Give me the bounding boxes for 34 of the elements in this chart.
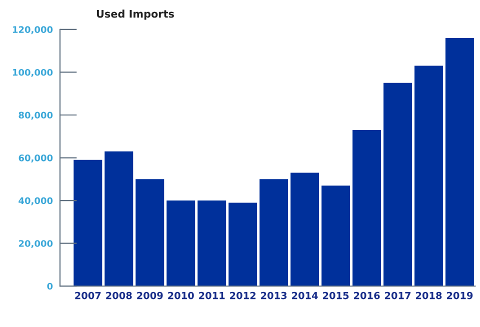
- bar: [228, 202, 258, 286]
- x-tick-label: 2019: [446, 292, 473, 300]
- y-tick-label: 80,000: [18, 112, 53, 120]
- bar: [260, 179, 288, 286]
- bar: [166, 200, 196, 286]
- x-tick-label: 2013: [261, 292, 287, 300]
- x-tick-label: 2018: [416, 292, 442, 300]
- x-tick-label: 2016: [354, 292, 380, 300]
- x-tick-label: 2011: [199, 292, 225, 300]
- x-tick-label: 2010: [168, 292, 194, 300]
- chart-title: Used Imports: [96, 10, 174, 20]
- bar: [414, 66, 443, 286]
- bar: [322, 186, 350, 286]
- y-tick-label: 20,000: [18, 240, 53, 248]
- x-tick-label: 2017: [384, 292, 410, 300]
- bar: [198, 200, 226, 286]
- bar: [352, 130, 382, 286]
- y-tick-label: 40,000: [18, 197, 53, 206]
- x-tick-label: 2014: [292, 292, 318, 300]
- bar: [445, 38, 474, 286]
- bar: [290, 172, 320, 286]
- y-tick-label: 60,000: [18, 154, 53, 162]
- x-tick-label: 2007: [75, 292, 101, 300]
- y-tick-label: 0: [47, 282, 53, 290]
- bar: [104, 151, 134, 286]
- x-tick-label: 2012: [230, 292, 256, 300]
- x-tick-label: 2015: [323, 292, 349, 300]
- bar: [74, 160, 102, 286]
- y-tick-label: 120,000: [12, 26, 53, 34]
- y-tick-label: 100,000: [12, 68, 53, 77]
- x-tick-label: 2009: [137, 292, 163, 300]
- x-tick-label: 2008: [106, 292, 132, 300]
- bar: [136, 179, 164, 286]
- bar: [383, 82, 412, 286]
